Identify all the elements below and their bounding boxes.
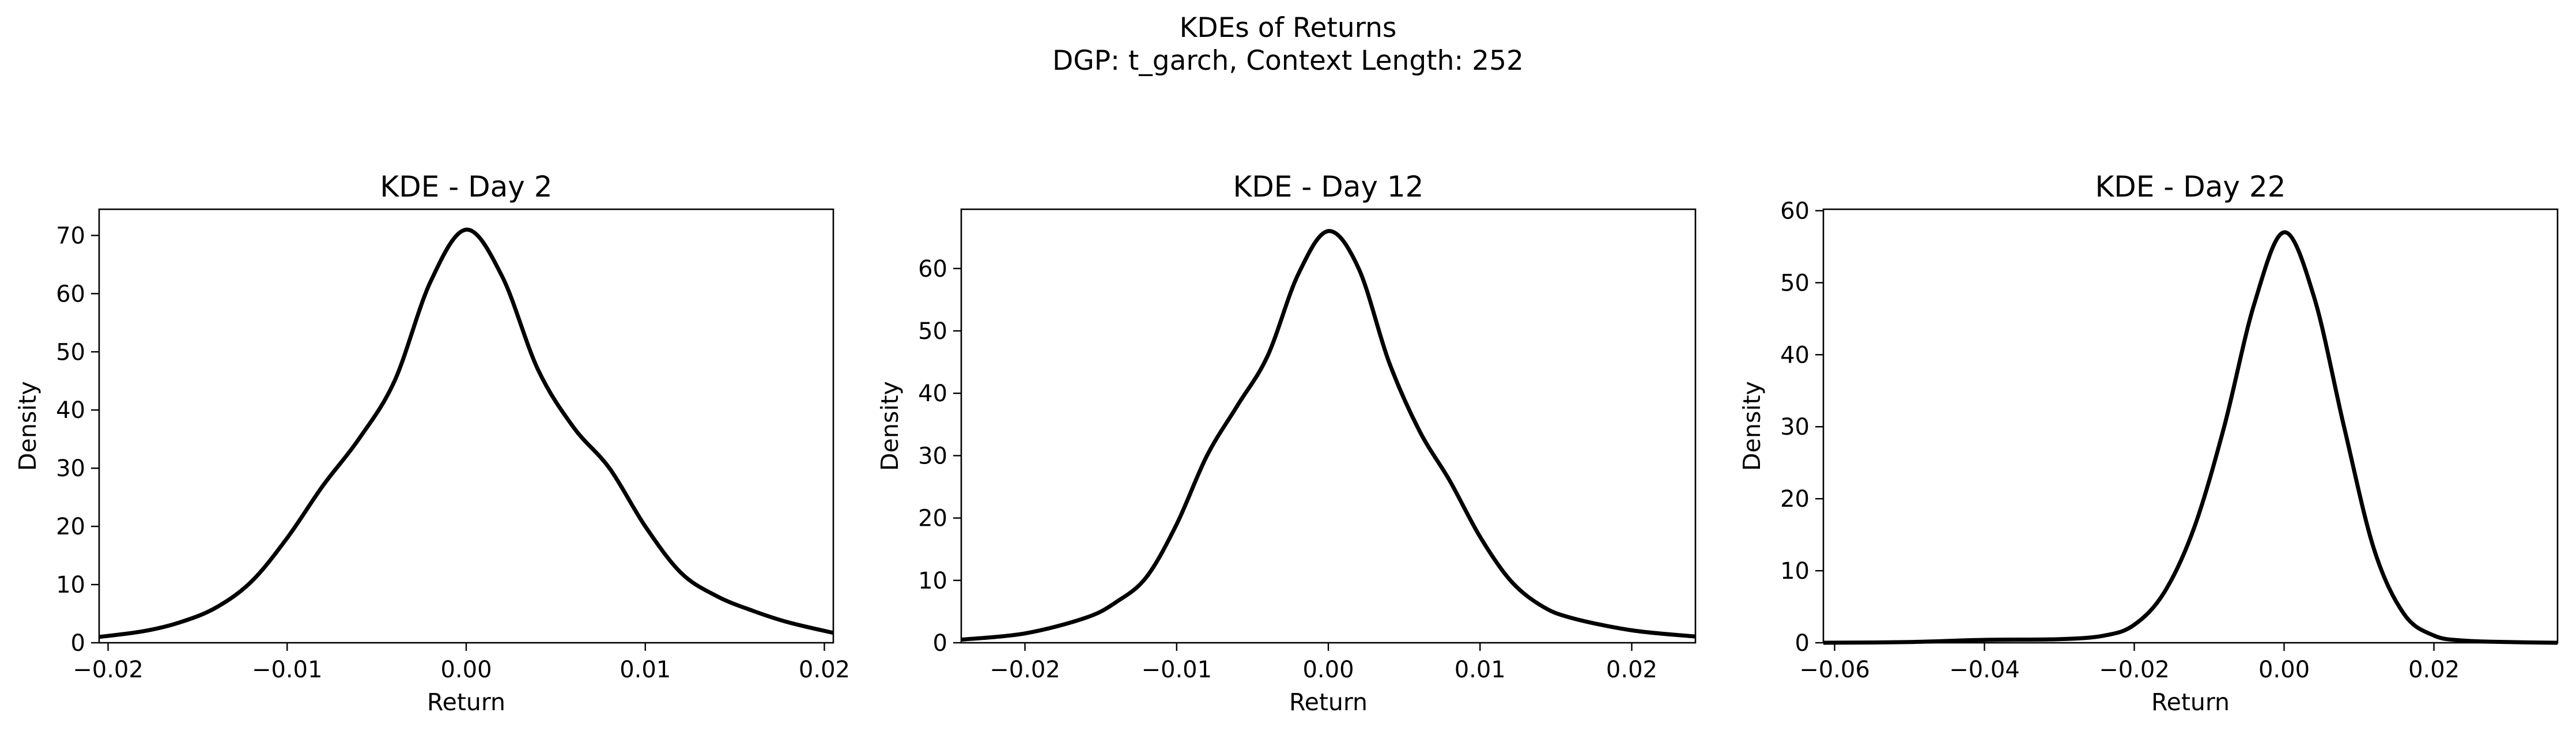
- panel-title: KDE - Day 22: [2095, 170, 2286, 203]
- y-axis-label: Density: [876, 381, 904, 471]
- x-tick-label: −0.02: [73, 657, 143, 683]
- x-tick-label: 0.02: [2408, 657, 2460, 683]
- kde-panel-day22: KDE - Day 22 −0.06 −0.04 −0.02 0.00 0.02 0 10…: [1738, 170, 2559, 716]
- y-tick-label: 0: [933, 630, 947, 657]
- y-tick-label: 40: [918, 380, 947, 407]
- figure-suptitle-line2: DGP: t_garch, Context Length: 252: [1052, 45, 1524, 77]
- kde-curve-series-0: [99, 227, 834, 639]
- y-tick-label: 10: [918, 568, 947, 594]
- y-tick-label: 50: [918, 318, 947, 345]
- y-tick-label: 20: [1780, 486, 1810, 512]
- y-tick-label: 70: [56, 223, 85, 249]
- y-tick-label: 60: [918, 256, 947, 282]
- x-tick-label: 0.00: [2258, 657, 2310, 683]
- x-tick-label: 0.01: [620, 657, 671, 683]
- y-axis-ticks: 0 10 20 30 40 50 60 70: [56, 223, 99, 657]
- x-axis-ticks: −0.06 −0.04 −0.02 0.00 0.02: [1799, 643, 2460, 683]
- y-axis-ticks: 0 10 20 30 40 50 60: [918, 256, 961, 657]
- y-tick-label: 60: [56, 281, 85, 307]
- figure-suptitle-line1: KDEs of Returns: [1180, 12, 1397, 44]
- x-tick-label: 0.00: [440, 657, 492, 683]
- x-axis-label: Return: [1289, 688, 1368, 716]
- x-tick-label: −0.01: [252, 657, 323, 683]
- x-tick-label: 0.00: [1302, 657, 1354, 683]
- y-tick-label: 20: [918, 506, 947, 532]
- x-tick-label: −0.01: [1141, 657, 1212, 683]
- kde-curve-series-0: [961, 229, 1696, 642]
- y-tick-label: 30: [56, 455, 85, 482]
- x-tick-label: −0.06: [1799, 657, 1870, 683]
- x-tick-label: 0.01: [1455, 657, 1506, 683]
- x-tick-label: −0.02: [989, 657, 1060, 683]
- x-tick-label: 0.02: [799, 657, 850, 683]
- x-tick-label: −0.04: [1949, 657, 2020, 683]
- kde-curve-series-0: [1823, 230, 2558, 645]
- axes-frame: [1822, 208, 2559, 644]
- y-axis-label: Density: [1738, 381, 1766, 471]
- x-axis-label: Return: [2151, 688, 2230, 716]
- y-tick-label: 50: [56, 339, 85, 365]
- y-tick-label: 40: [1780, 342, 1810, 368]
- x-axis-ticks: −0.02 −0.01 0.00 0.01 0.02: [989, 643, 1657, 683]
- y-tick-label: 0: [1795, 630, 1810, 657]
- y-tick-label: 30: [918, 443, 947, 469]
- x-axis-label: Return: [427, 688, 505, 716]
- panel-title: KDE - Day 12: [1233, 170, 1424, 203]
- x-tick-label: −0.02: [2099, 657, 2170, 683]
- y-axis-label: Density: [14, 381, 41, 471]
- plot-area: [961, 229, 1696, 642]
- plot-area: [1823, 230, 2558, 645]
- x-tick-label: 0.02: [1606, 657, 1657, 683]
- panel-title: KDE - Day 2: [380, 170, 552, 203]
- kde-panel-day12: KDE - Day 12 −0.02 −0.01 0.00 0.01 0.02 0 10 2…: [876, 170, 1697, 716]
- y-tick-label: 20: [56, 514, 85, 540]
- y-tick-label: 10: [56, 572, 85, 598]
- y-tick-label: 10: [1780, 558, 1810, 585]
- x-axis-ticks: −0.02 −0.01 0.00 0.01 0.02: [73, 643, 850, 683]
- kde-panel-day2: KDE - Day 2 −0.02 −0.01 0.00 0.01 0.02 0 10 20…: [14, 170, 850, 716]
- y-tick-label: 30: [1780, 414, 1810, 440]
- y-axis-ticks: 0 10 20 30 40 50 60: [1780, 198, 1823, 657]
- y-tick-label: 0: [71, 630, 85, 657]
- plot-area: [99, 227, 834, 639]
- y-tick-label: 60: [1780, 198, 1810, 224]
- y-tick-label: 50: [1780, 270, 1810, 296]
- y-tick-label: 40: [56, 397, 85, 424]
